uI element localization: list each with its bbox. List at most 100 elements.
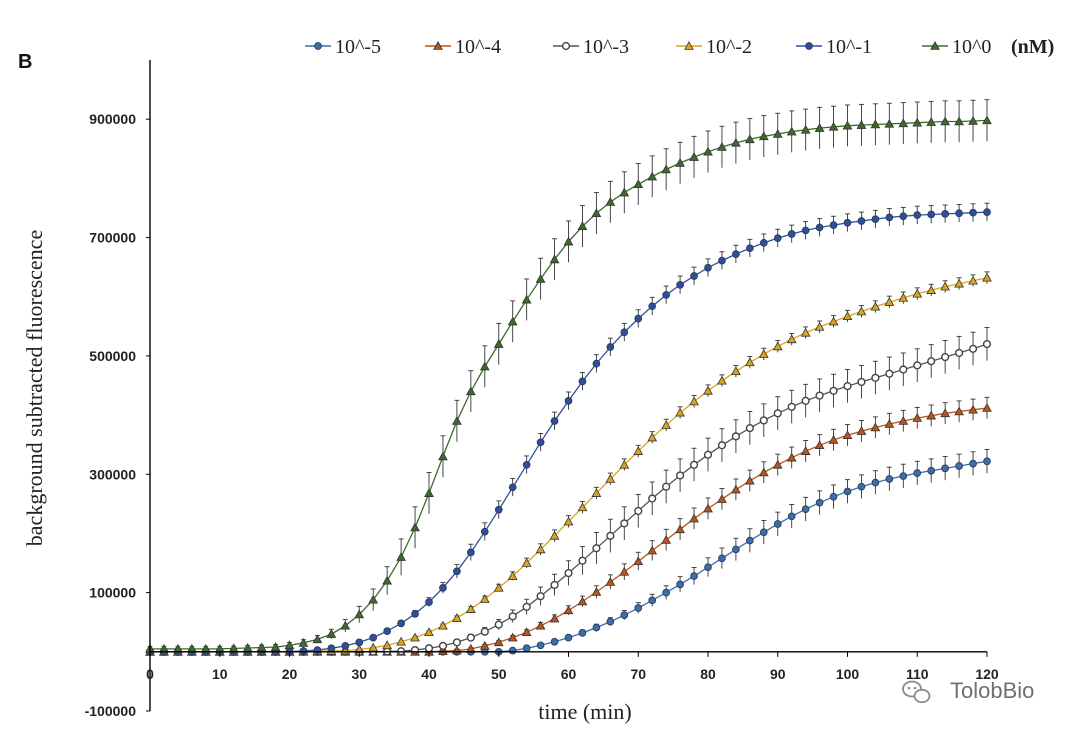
data-point xyxy=(563,605,574,615)
plot-area: 0 10 20 30 40 50 60 70 80 90 100 110 120 -100000 10000… xyxy=(85,60,999,719)
legend-entry-10^-1: 10^-1 xyxy=(796,36,872,58)
data-point xyxy=(453,567,461,576)
data-point xyxy=(550,580,559,590)
series-10^-3 xyxy=(145,327,992,656)
data-point xyxy=(564,633,573,642)
data-point xyxy=(954,116,964,126)
legend-marker xyxy=(433,40,443,50)
data-point xyxy=(899,212,908,221)
data-point xyxy=(465,386,476,396)
data-point xyxy=(467,548,475,557)
data-point xyxy=(563,516,574,526)
data-point xyxy=(884,297,895,306)
data-point xyxy=(954,348,964,358)
data-point xyxy=(703,146,713,156)
watermark: TolobBio xyxy=(902,678,1034,704)
data-point xyxy=(676,281,684,289)
data-point xyxy=(744,134,755,144)
data-point xyxy=(535,544,546,554)
data-point xyxy=(842,120,853,130)
data-point xyxy=(299,647,308,655)
data-point xyxy=(857,482,866,491)
data-point xyxy=(592,359,601,368)
data-point xyxy=(927,466,936,475)
data-point xyxy=(927,357,936,366)
data-point xyxy=(424,488,434,497)
data-point xyxy=(829,386,838,395)
data-point xyxy=(717,441,727,450)
data-point xyxy=(633,556,644,566)
x-tick-label: 40 xyxy=(421,666,437,682)
data-point xyxy=(857,217,866,225)
series-10^0 xyxy=(145,99,992,653)
data-point xyxy=(369,633,378,642)
markers xyxy=(145,402,992,656)
data-point xyxy=(800,124,811,134)
data-point xyxy=(521,627,532,637)
data-point xyxy=(564,397,573,405)
data-point xyxy=(439,584,447,592)
data-point xyxy=(786,452,797,462)
data-point xyxy=(913,211,922,219)
data-point xyxy=(814,321,825,331)
data-point xyxy=(494,505,503,514)
data-point xyxy=(438,620,448,630)
data-point xyxy=(982,115,992,125)
data-point xyxy=(522,460,531,469)
data-point xyxy=(493,339,504,348)
data-point xyxy=(718,256,726,265)
data-point xyxy=(829,221,838,229)
y-tick-label: 100000 xyxy=(89,585,136,601)
data-point xyxy=(758,349,769,358)
data-point xyxy=(465,604,476,613)
data-point xyxy=(675,471,685,480)
data-point xyxy=(521,558,532,567)
data-point xyxy=(689,152,699,161)
x-tick-label: 100 xyxy=(836,666,860,682)
data-point xyxy=(578,556,587,565)
data-point xyxy=(396,552,406,561)
data-point xyxy=(312,634,323,644)
data-point xyxy=(843,218,852,227)
data-point xyxy=(549,613,560,623)
data-point xyxy=(633,446,644,455)
data-point xyxy=(648,596,657,605)
data-point xyxy=(772,128,783,138)
data-point xyxy=(535,273,546,283)
data-point xyxy=(298,637,309,647)
data-point xyxy=(871,373,880,382)
data-point xyxy=(912,117,923,127)
data-point xyxy=(941,352,950,362)
data-point xyxy=(870,301,881,311)
data-point xyxy=(690,572,698,580)
data-point xyxy=(926,410,937,420)
data-point xyxy=(689,460,699,469)
data-point xyxy=(647,545,658,555)
data-point xyxy=(968,115,978,125)
data-point xyxy=(759,416,768,425)
data-point xyxy=(452,415,462,425)
data-point xyxy=(424,627,434,637)
legend-unit: (nM) xyxy=(1011,36,1054,58)
data-point xyxy=(536,592,545,601)
legend: 10^-5 10^-4 10^-3 10^-2 10^-1 10^0 (nM) xyxy=(305,36,1054,58)
data-point xyxy=(983,208,991,216)
data-point xyxy=(731,137,741,147)
data-point xyxy=(536,438,545,447)
data-point xyxy=(983,457,991,466)
data-point xyxy=(606,617,615,626)
data-point xyxy=(620,328,629,337)
data-point xyxy=(592,544,601,553)
data-point xyxy=(787,230,796,238)
ticks-layer: 0 10 20 30 40 50 60 70 80 90 100 110 120 -100000 10000… xyxy=(85,111,999,719)
data-point xyxy=(438,451,448,461)
legend-label: 10^-4 xyxy=(455,36,501,58)
data-point xyxy=(591,587,602,596)
error-bars xyxy=(468,396,990,650)
legend-label: 10^-2 xyxy=(706,36,752,58)
x-tick-label: 0 xyxy=(146,666,154,682)
data-point xyxy=(842,311,853,321)
y-tick-label: 500000 xyxy=(89,348,136,364)
y-tick-label: 900000 xyxy=(89,111,136,127)
